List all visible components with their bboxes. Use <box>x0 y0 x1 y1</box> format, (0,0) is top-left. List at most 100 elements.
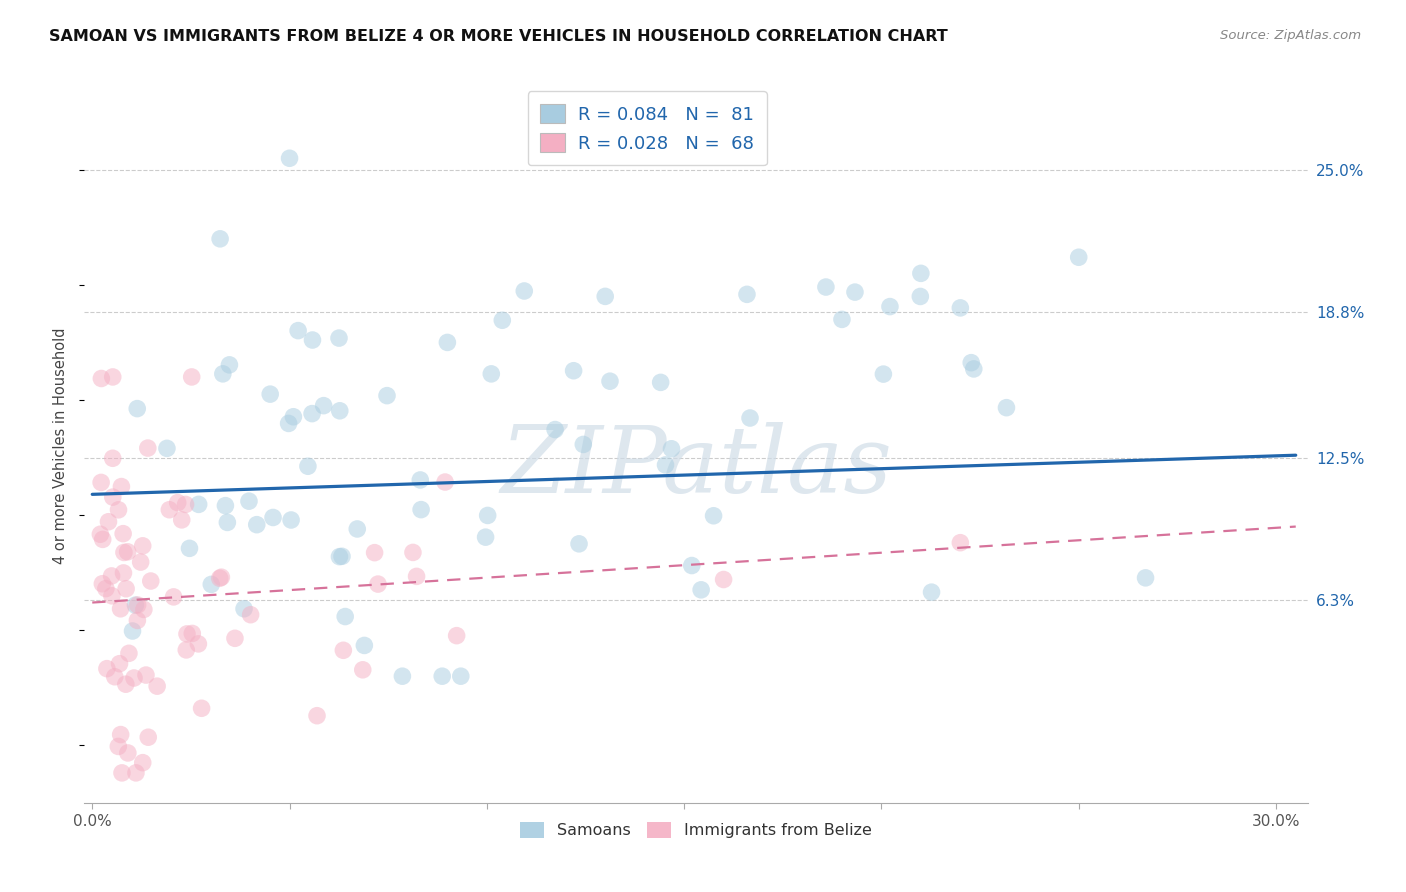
Point <box>353 639 375 653</box>
Point <box>136 730 159 744</box>
Point <box>262 510 284 524</box>
Point <box>287 324 309 338</box>
Point <box>187 497 209 511</box>
Point <box>110 728 132 742</box>
Point <box>963 362 986 376</box>
Point <box>995 401 1018 415</box>
Point <box>654 458 676 472</box>
Point <box>208 571 231 585</box>
Point <box>831 312 853 326</box>
Point <box>405 569 427 583</box>
Legend: Samoans, Immigrants from Belize: Samoans, Immigrants from Belize <box>515 815 877 845</box>
Point <box>209 232 232 246</box>
Point <box>879 300 901 314</box>
Point <box>112 526 135 541</box>
Point <box>121 624 143 638</box>
Point <box>703 508 725 523</box>
Point <box>375 389 398 403</box>
Point <box>110 479 132 493</box>
Point <box>122 671 145 685</box>
Point <box>650 376 672 390</box>
Point <box>446 629 468 643</box>
Point <box>112 566 135 580</box>
Point <box>135 668 157 682</box>
Point <box>107 739 129 754</box>
Point <box>491 313 513 327</box>
Point <box>277 417 299 431</box>
Point <box>111 765 134 780</box>
Point <box>214 499 236 513</box>
Point <box>335 609 357 624</box>
Point <box>474 530 496 544</box>
Point <box>1135 571 1157 585</box>
Point <box>301 407 323 421</box>
Point <box>115 582 138 596</box>
Point <box>562 364 585 378</box>
Point <box>844 285 866 299</box>
Point <box>181 626 204 640</box>
Point <box>233 601 256 615</box>
Point <box>218 358 240 372</box>
Point <box>97 515 120 529</box>
Point <box>136 441 159 455</box>
Point <box>332 643 354 657</box>
Point <box>278 151 301 165</box>
Point <box>949 535 972 549</box>
Point <box>352 663 374 677</box>
Point <box>89 527 111 541</box>
Point <box>90 475 112 490</box>
Point <box>104 670 127 684</box>
Point <box>118 646 141 660</box>
Point <box>593 289 616 303</box>
Point <box>114 677 136 691</box>
Point <box>735 287 758 301</box>
Point <box>127 401 149 416</box>
Point <box>224 632 246 646</box>
Y-axis label: 4 or more Vehicles in Household: 4 or more Vehicles in Household <box>53 327 69 565</box>
Point <box>127 598 149 612</box>
Point <box>599 374 621 388</box>
Point <box>124 598 146 612</box>
Point <box>209 570 232 584</box>
Point <box>170 513 193 527</box>
Point <box>211 367 233 381</box>
Point <box>100 569 122 583</box>
Point <box>363 546 385 560</box>
Point <box>91 533 114 547</box>
Point <box>297 459 319 474</box>
Point <box>872 367 894 381</box>
Point <box>960 356 983 370</box>
Point <box>713 573 735 587</box>
Point <box>162 590 184 604</box>
Point <box>367 577 389 591</box>
Point <box>814 280 837 294</box>
Point <box>568 537 591 551</box>
Point <box>117 545 139 559</box>
Text: Source: ZipAtlas.com: Source: ZipAtlas.com <box>1220 29 1361 42</box>
Point <box>681 558 703 573</box>
Point <box>127 614 149 628</box>
Text: ZIPatlas: ZIPatlas <box>501 423 891 512</box>
Point <box>434 475 457 489</box>
Point <box>174 498 197 512</box>
Point <box>179 541 201 556</box>
Point <box>544 423 567 437</box>
Point <box>187 637 209 651</box>
Point <box>301 333 323 347</box>
Point <box>328 549 350 564</box>
Point <box>409 473 432 487</box>
Point <box>132 539 155 553</box>
Point <box>132 756 155 770</box>
Point <box>910 266 932 280</box>
Point <box>432 669 454 683</box>
Point <box>346 522 368 536</box>
Point <box>110 601 132 615</box>
Point <box>96 662 118 676</box>
Point <box>101 451 124 466</box>
Point <box>328 331 350 345</box>
Point <box>129 555 152 569</box>
Point <box>94 582 117 596</box>
Point <box>200 577 222 591</box>
Point <box>477 508 499 523</box>
Point <box>402 545 425 559</box>
